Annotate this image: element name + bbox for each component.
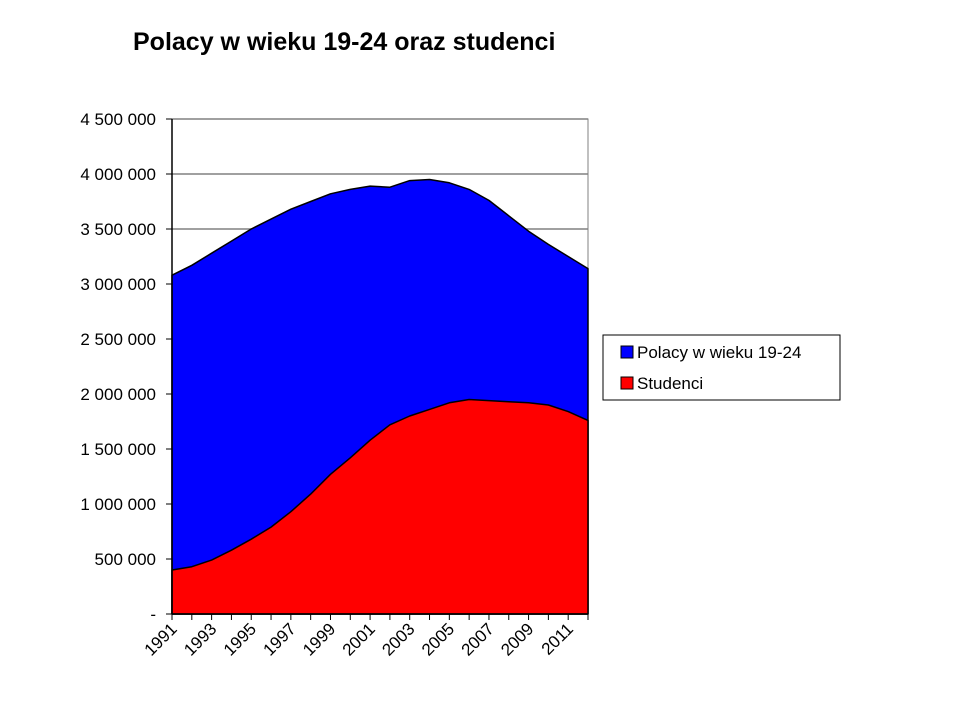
y-tick-label: 1 500 000 — [80, 440, 156, 459]
x-tick-label: 2005 — [418, 619, 458, 659]
x-tick-label: 2007 — [458, 619, 498, 659]
y-tick-label: 3 500 000 — [80, 220, 156, 239]
y-tick-label: 4 500 000 — [80, 110, 156, 129]
x-tick-label: 1993 — [180, 619, 220, 659]
x-tick-label: 2011 — [538, 619, 577, 658]
legend-swatch — [620, 345, 634, 359]
x-tick-label: 2009 — [497, 619, 537, 659]
chart-title: Polacy w wieku 19-24 oraz studenci — [133, 28, 556, 56]
series-areas — [171, 178, 589, 615]
y-axis-ticks: - 500 000 1 000 000 1 500 000 2 000 000 2 500… — [80, 110, 172, 624]
x-tick-label: 2003 — [378, 619, 418, 659]
x-axis-ticks: 1991 1993 1995 1997 1999 2001 2003 2005 2007 2009… — [141, 614, 589, 660]
x-tick-label: 1991 — [141, 619, 181, 659]
x-tick-label: 1997 — [260, 619, 300, 659]
legend-swatch — [620, 376, 634, 390]
y-tick-label: 2 500 000 — [80, 330, 156, 349]
y-tick-label: - — [150, 605, 156, 624]
legend-box — [602, 334, 841, 401]
x-tick-label: 2001 — [339, 619, 379, 659]
axes — [171, 119, 588, 615]
y-tick-label: 3 000 000 — [80, 275, 156, 294]
series-area-2 — [171, 398, 589, 615]
y-tick-label: 1 000 000 — [80, 495, 156, 514]
x-tick-label: 1995 — [220, 619, 260, 659]
legend-label: Polacy w wieku 19-24 — [637, 343, 801, 362]
y-tick-label: 4 000 000 — [80, 165, 156, 184]
y-tick-label: 500 000 — [95, 550, 156, 569]
legend-label: Studenci — [637, 374, 703, 393]
y-tick-label: 2 000 000 — [80, 385, 156, 404]
x-tick-label: 1999 — [299, 619, 339, 659]
legend: Polacy w wieku 19-24 Studenci — [602, 334, 841, 401]
